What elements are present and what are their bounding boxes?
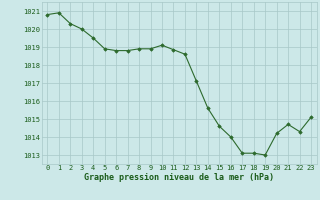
X-axis label: Graphe pression niveau de la mer (hPa): Graphe pression niveau de la mer (hPa) xyxy=(84,173,274,182)
